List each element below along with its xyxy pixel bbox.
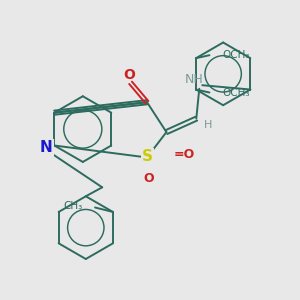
Text: OCH₃: OCH₃ bbox=[222, 50, 250, 60]
Text: N: N bbox=[40, 140, 52, 155]
Text: O: O bbox=[123, 68, 135, 82]
Text: OCH₃: OCH₃ bbox=[222, 88, 250, 98]
Text: O: O bbox=[143, 172, 154, 185]
Text: CH₃: CH₃ bbox=[63, 201, 82, 211]
Text: NH: NH bbox=[184, 73, 203, 86]
Text: H: H bbox=[203, 120, 212, 130]
Text: =O: =O bbox=[174, 148, 195, 161]
Text: S: S bbox=[142, 149, 153, 164]
